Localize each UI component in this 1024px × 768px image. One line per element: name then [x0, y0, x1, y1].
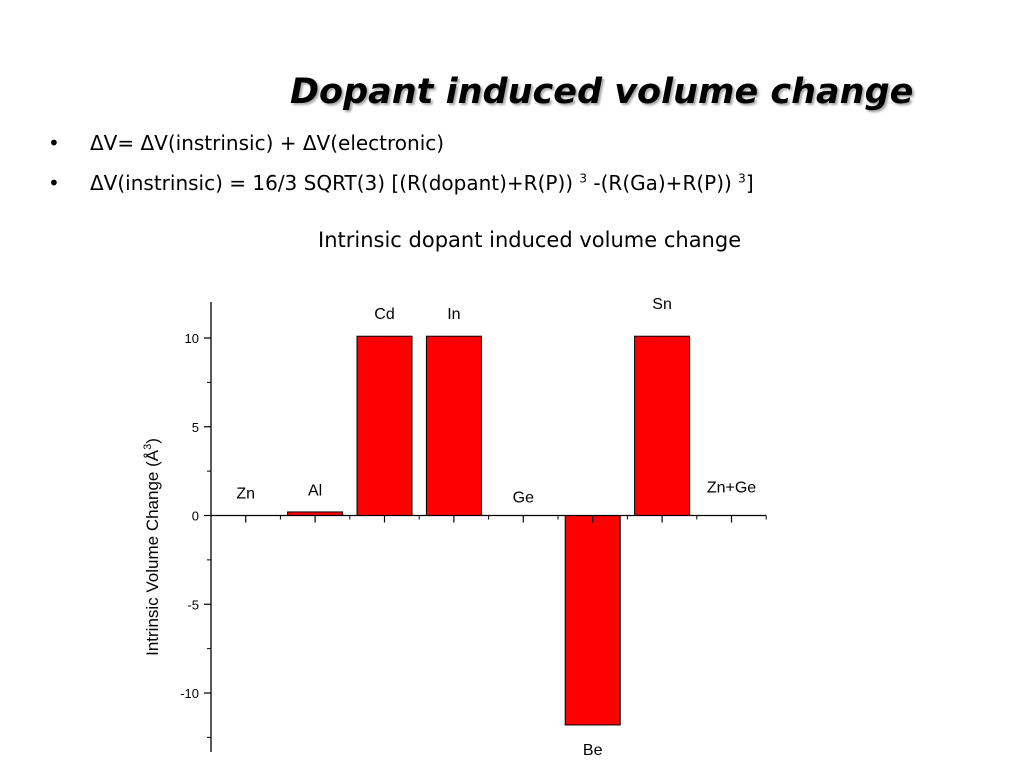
bar-in: [425, 335, 482, 516]
bar-sn: [634, 335, 691, 516]
bullet-list: • ΔV= ΔV(instrinsic) + ΔV(electronic) • …: [48, 126, 754, 206]
category-label: Cd: [374, 306, 394, 323]
bullet-item: • ΔV= ΔV(instrinsic) + ΔV(electronic): [48, 126, 754, 166]
y-axis-title: Intrinsic Volume Change (Å3): [142, 438, 162, 656]
category-label: Zn: [236, 486, 255, 503]
category-label: Ge: [513, 490, 534, 507]
category-label: Zn+Ge: [707, 480, 756, 497]
bullet-marker: •: [48, 131, 60, 155]
formula-text: ΔV(instrinsic) = 16/3 SQRT(3) [(R(dopant…: [90, 171, 580, 195]
chart-title: Intrinsic dopant induced volume change: [318, 228, 742, 252]
bullet-marker: •: [48, 171, 60, 195]
formula-text: -(R(Ga)+R(P)): [587, 171, 739, 195]
bar-be: [564, 515, 621, 726]
y-tick-label: 0: [192, 509, 199, 524]
category-label: In: [447, 306, 460, 323]
bullet-item: • ΔV(instrinsic) = 16/3 SQRT(3) [(R(dopa…: [48, 166, 754, 206]
y-tick-label: -5: [187, 597, 199, 612]
bar-cd: [356, 335, 413, 516]
bullet-text: ΔV= ΔV(instrinsic) + ΔV(electronic): [90, 131, 445, 155]
y-tick-label: 10: [185, 331, 199, 346]
formula-exponent: 3: [579, 171, 588, 186]
formula-exponent: 3: [738, 171, 746, 186]
category-label: Be: [583, 742, 603, 759]
category-label: Al: [308, 483, 322, 500]
slide-title: Dopant induced volume change: [290, 72, 914, 112]
formula-text: ]: [745, 171, 754, 195]
y-tick-label: -10: [180, 686, 199, 701]
y-tick-label: 5: [192, 420, 199, 435]
category-label: Sn: [652, 296, 672, 313]
